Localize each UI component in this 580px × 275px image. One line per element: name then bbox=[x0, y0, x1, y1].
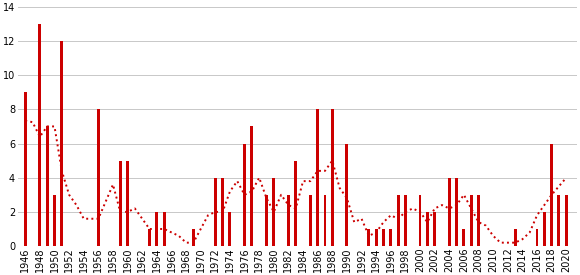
Bar bbox=[419, 195, 422, 246]
Bar bbox=[53, 195, 56, 246]
Bar bbox=[565, 195, 568, 246]
Bar bbox=[265, 195, 268, 246]
Bar bbox=[404, 195, 407, 246]
Bar bbox=[273, 178, 275, 246]
Bar bbox=[331, 109, 333, 246]
Bar bbox=[346, 144, 349, 246]
Bar bbox=[309, 195, 312, 246]
Bar bbox=[433, 212, 436, 246]
Bar bbox=[162, 212, 166, 246]
Bar bbox=[470, 195, 473, 246]
Bar bbox=[148, 229, 151, 246]
Bar bbox=[251, 126, 253, 246]
Bar bbox=[514, 229, 517, 246]
Bar bbox=[375, 229, 378, 246]
Bar bbox=[243, 144, 246, 246]
Bar bbox=[477, 195, 480, 246]
Bar bbox=[24, 92, 27, 246]
Bar bbox=[119, 161, 122, 246]
Bar bbox=[462, 229, 465, 246]
Bar bbox=[543, 212, 546, 246]
Bar bbox=[426, 212, 429, 246]
Bar bbox=[448, 178, 451, 246]
Bar bbox=[155, 212, 158, 246]
Bar bbox=[60, 41, 63, 246]
Bar bbox=[214, 178, 217, 246]
Bar bbox=[382, 229, 385, 246]
Bar bbox=[557, 195, 560, 246]
Bar bbox=[397, 195, 400, 246]
Bar bbox=[287, 195, 290, 246]
Bar bbox=[221, 178, 224, 246]
Bar bbox=[46, 126, 49, 246]
Bar bbox=[294, 161, 297, 246]
Bar bbox=[97, 109, 100, 246]
Bar bbox=[316, 109, 319, 246]
Bar bbox=[324, 195, 327, 246]
Bar bbox=[535, 229, 538, 246]
Bar bbox=[126, 161, 129, 246]
Bar bbox=[389, 229, 392, 246]
Bar bbox=[38, 24, 41, 246]
Bar bbox=[455, 178, 458, 246]
Bar bbox=[550, 144, 553, 246]
Bar bbox=[192, 229, 195, 246]
Bar bbox=[229, 212, 231, 246]
Bar bbox=[367, 229, 370, 246]
